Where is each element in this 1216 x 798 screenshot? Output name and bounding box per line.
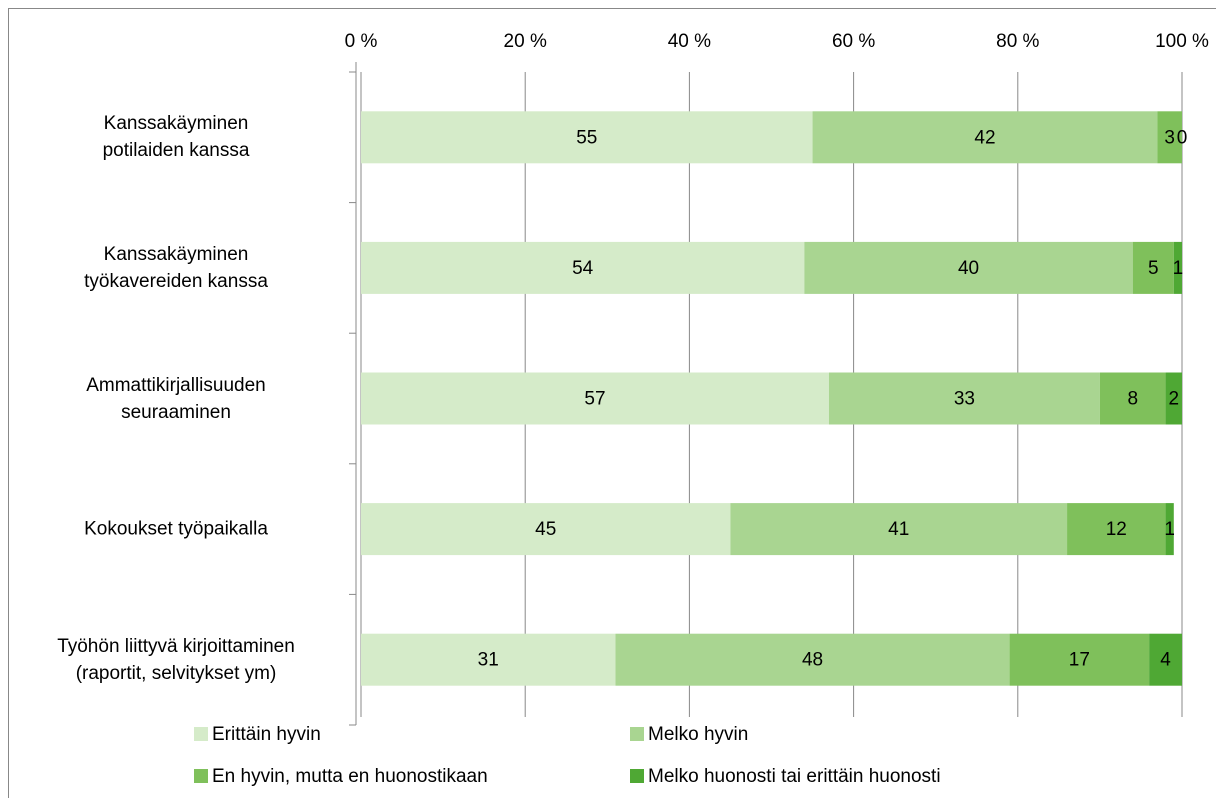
- x-tick-label: 0 %: [345, 31, 378, 52]
- x-tick-label: 80 %: [996, 31, 1039, 52]
- data-label: 8: [1127, 389, 1138, 410]
- data-label: 1: [1164, 519, 1175, 540]
- bar-segment: [361, 372, 829, 425]
- bar-segment: [804, 241, 1133, 294]
- x-tick-label: 60 %: [832, 31, 875, 52]
- data-label: 55: [576, 127, 597, 148]
- data-label: 41: [888, 519, 909, 540]
- bar-segment: [1099, 372, 1166, 425]
- data-label: 57: [584, 389, 605, 410]
- legend-label: Melko hyvin: [648, 724, 748, 745]
- data-label: 45: [535, 519, 556, 540]
- data-label: 48: [802, 650, 823, 671]
- bar-segment: [812, 111, 1158, 164]
- bar-segment: [361, 111, 813, 164]
- data-label: 1: [1173, 258, 1184, 279]
- data-label: 5: [1148, 258, 1159, 279]
- bar-segment: [1157, 111, 1182, 164]
- legend-label: Erittäin hyvin: [212, 724, 321, 745]
- legend-swatch: [194, 727, 208, 741]
- legend-swatch: [630, 769, 644, 783]
- data-label: 42: [974, 127, 995, 148]
- bar-segment: [1173, 241, 1182, 294]
- data-label: 17: [1069, 650, 1090, 671]
- legend-swatch: [194, 769, 208, 783]
- bar-segment: [828, 372, 1100, 425]
- data-label: 3: [1164, 127, 1175, 148]
- category-label: Kokoukset työpaikalla: [84, 518, 268, 540]
- bar-segment: [615, 633, 1010, 686]
- x-tick-label: 100 %: [1155, 31, 1209, 52]
- legend-swatch: [630, 727, 644, 741]
- data-label: 4: [1160, 650, 1171, 671]
- bar-segment: [1165, 372, 1182, 425]
- bar-segment: [361, 633, 616, 686]
- category-label: Ammattikirjallisuuden seuraaminen: [86, 374, 266, 423]
- data-label: 12: [1106, 519, 1127, 540]
- bar-segment: [1067, 503, 1166, 556]
- data-label: 31: [478, 650, 499, 671]
- bar-segment: [1009, 633, 1150, 686]
- category-label: Kanssakäyminen potilaiden kanssa: [102, 113, 250, 162]
- category-label: Kanssakäyminen työkavereiden kanssa: [84, 243, 268, 292]
- data-label: 40: [958, 258, 979, 279]
- bar-segment: [1149, 633, 1182, 686]
- bar-segment: [1132, 241, 1174, 294]
- bar-segment: [730, 503, 1068, 556]
- data-label: 33: [954, 389, 975, 410]
- legend-label: Melko huonosti tai erittäin huonosti: [648, 766, 941, 787]
- bar-segment: [1165, 503, 1174, 556]
- bar-segment: [361, 503, 731, 556]
- x-tick-label: 20 %: [504, 31, 547, 52]
- chart-frame: [8, 8, 1216, 798]
- data-label: 0: [1177, 127, 1188, 148]
- x-tick-label: 40 %: [668, 31, 711, 52]
- category-label: Työhön liittyvä kirjoittaminen (raportit…: [57, 635, 295, 684]
- bar-segment: [361, 241, 805, 294]
- data-label: 54: [572, 258, 594, 279]
- data-label: 2: [1169, 389, 1180, 410]
- legend-label: En hyvin, mutta en huonostikaan: [212, 766, 488, 787]
